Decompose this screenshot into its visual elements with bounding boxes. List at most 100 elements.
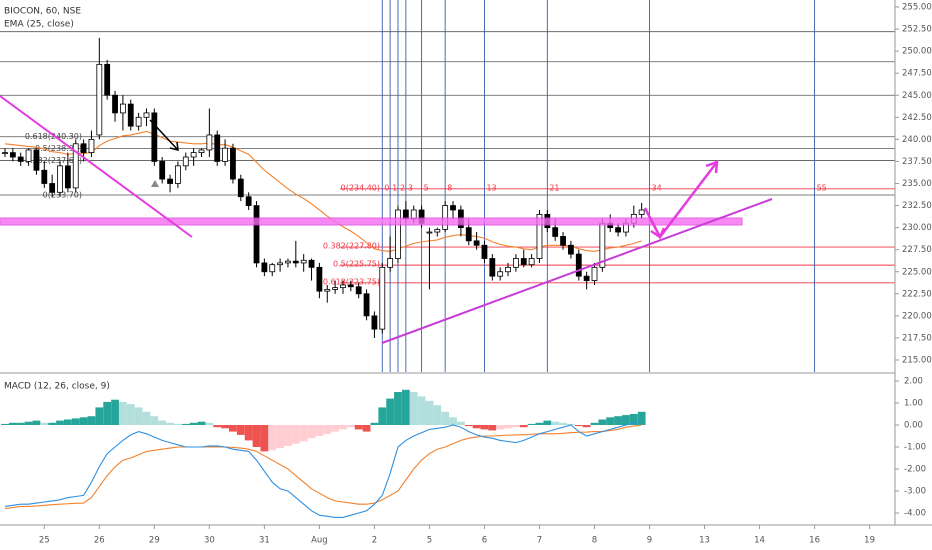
candle-body	[285, 260, 291, 264]
y2-tick-label: 0.00	[904, 421, 923, 431]
candle-body	[64, 165, 71, 189]
histogram-bar	[512, 425, 520, 428]
y-tick-label: 222.50	[902, 289, 932, 299]
candle-body	[473, 240, 480, 246]
candle-body	[481, 244, 488, 259]
candle-body	[253, 205, 260, 264]
candle-body	[568, 244, 574, 255]
trend-line	[0, 95, 193, 238]
x-tick-label: 8	[592, 536, 597, 546]
fib-time-label: 34	[652, 183, 662, 192]
candle-body	[214, 134, 221, 162]
histogram-bar	[551, 421, 560, 425]
histogram-bar	[229, 425, 237, 432]
histogram-bar	[119, 401, 127, 425]
x-tick-label: 19	[864, 536, 875, 546]
candle-body	[450, 205, 456, 211]
histogram-bar	[111, 399, 119, 425]
candle-body	[57, 165, 63, 193]
y-tick-label: 225.00	[902, 267, 932, 277]
fib-label: 0(234.40)	[341, 183, 380, 192]
histogram-bar	[409, 392, 418, 425]
histogram-bar	[346, 425, 355, 428]
candle-body	[104, 63, 111, 96]
fib-time-label: 3	[408, 183, 413, 192]
y-tick-label: 242.50	[902, 113, 932, 123]
histogram-bar	[370, 422, 379, 425]
fib-time-label: 21	[549, 183, 559, 192]
candle-body	[72, 143, 79, 189]
histogram-bar	[629, 414, 638, 425]
x-tick-label: 14	[754, 536, 765, 546]
histogram-bar	[323, 425, 332, 434]
fib-label: 0.382(227.80)	[323, 242, 380, 251]
fib-label: 0.382(237.60)	[25, 156, 82, 165]
candle-body	[143, 112, 150, 118]
y-tick-label: 220.00	[902, 311, 932, 321]
candle-body	[175, 165, 181, 184]
histogram-bar	[252, 425, 261, 447]
histogram-bar	[614, 416, 622, 425]
histogram-bar	[622, 415, 630, 425]
histogram-bar	[260, 425, 269, 452]
candle-body	[560, 236, 566, 246]
histogram-bar	[166, 422, 174, 425]
candle-body	[434, 228, 441, 233]
histogram-bar	[433, 405, 442, 425]
histogram-bar	[189, 422, 198, 425]
histogram-bar	[134, 407, 143, 425]
candle-body	[465, 227, 472, 242]
histogram-bar	[268, 425, 277, 451]
candle-body	[402, 209, 409, 220]
candle-body	[583, 275, 590, 281]
candle-body	[395, 209, 401, 259]
histogram-bar	[48, 422, 57, 425]
histogram-bar	[582, 425, 591, 428]
candle-body	[127, 103, 134, 127]
x-tick-label: 26	[94, 536, 105, 546]
arrow-head	[169, 141, 179, 151]
candle-body	[575, 253, 582, 277]
candle-body	[190, 152, 197, 158]
candle-body	[120, 103, 126, 114]
histogram-bar	[56, 420, 64, 425]
y-tick-label: 255.00	[902, 3, 932, 13]
histogram-bar	[496, 425, 505, 430]
histogram-bar	[197, 421, 206, 425]
histogram-bar	[378, 407, 387, 425]
histogram-bar	[8, 422, 17, 425]
y-tick-label: 240.00	[902, 135, 932, 145]
histogram-bar	[441, 411, 450, 425]
histogram-bar	[158, 420, 167, 425]
histogram-bar	[150, 416, 159, 425]
histogram-bar	[559, 422, 567, 425]
histogram-bar	[205, 422, 214, 425]
macd-line	[4, 420, 642, 518]
candle-body	[206, 134, 213, 151]
histogram-bar	[221, 425, 229, 429]
candle-body	[355, 286, 362, 295]
plot: 0.618(240.30) 0.5(238.95) 0.382(237.60) 0(2…	[0, 0, 895, 518]
candle-body	[9, 152, 16, 158]
y-tick-label: 247.50	[902, 69, 932, 79]
histogram-bar	[401, 389, 410, 425]
fib-label: 0.5(238.95)	[35, 144, 82, 153]
arrow	[149, 119, 179, 151]
candle-body	[300, 259, 307, 264]
y2-tick-label: -3.00	[904, 487, 926, 497]
y-tick-label: 217.50	[902, 333, 932, 343]
histogram-bar	[276, 425, 284, 449]
candle-body	[324, 288, 331, 292]
y2-tick-label: -1.00	[904, 443, 926, 453]
histogram-bar	[63, 419, 72, 425]
histogram-bar	[95, 407, 104, 425]
histogram-bar	[598, 419, 607, 425]
y-tick-label: 227.50	[902, 245, 932, 255]
y-tick-label: 230.00	[902, 223, 932, 233]
histogram-bar	[213, 425, 222, 428]
candle-body	[442, 205, 449, 230]
candle-body	[513, 258, 519, 268]
histogram-bar	[543, 420, 552, 425]
x-tick-label: 25	[39, 536, 50, 546]
candle-body	[49, 183, 56, 193]
